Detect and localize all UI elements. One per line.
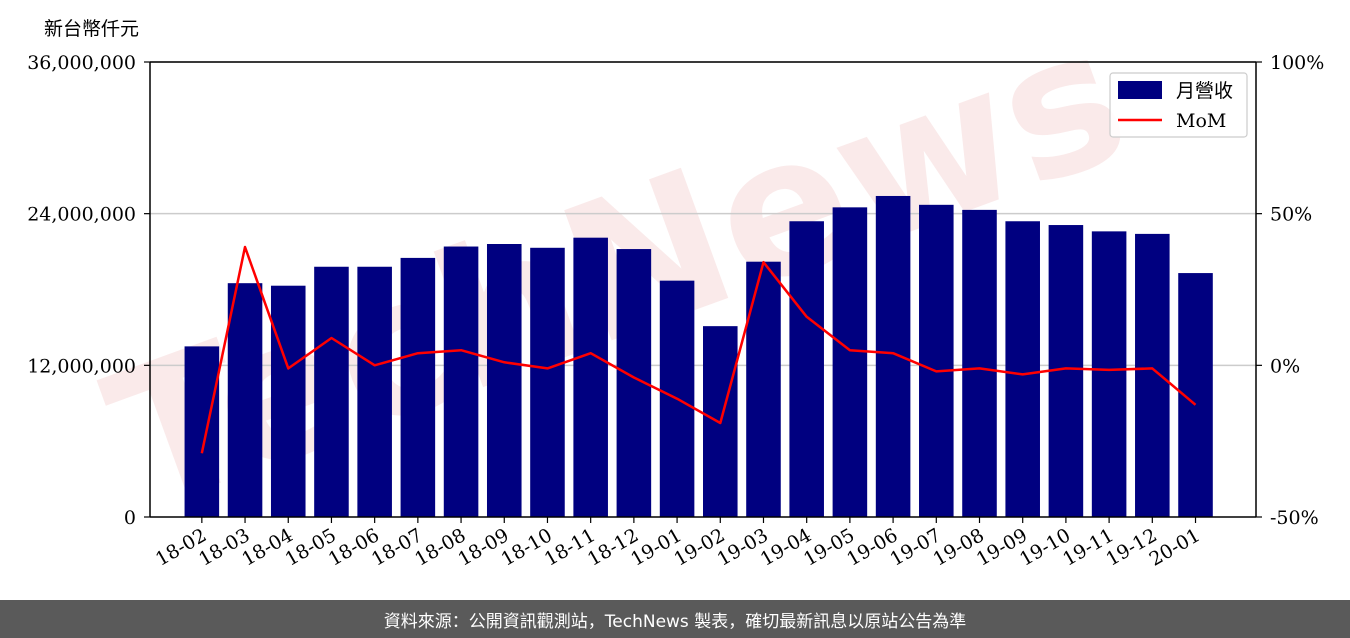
revenue-bar: [400, 257, 436, 517]
footer-text: 資料來源：公開資訊觀測站，TechNews 製表，確切最新訊息以原站公告為準: [383, 611, 967, 632]
revenue-bar: [789, 221, 824, 517]
legend-swatch-revenue: [1118, 81, 1162, 99]
revenue-bar: [227, 283, 263, 517]
revenue-bar: [573, 237, 608, 518]
right-tick-label: 100%: [1270, 52, 1324, 74]
revenue-bar: [184, 346, 220, 517]
legend-label-revenue: 月營收: [1176, 80, 1233, 102]
right-tick-label: 0%: [1270, 355, 1300, 377]
revenue-bar: [832, 207, 868, 517]
revenue-bar: [875, 195, 911, 517]
legend-label-mom: MoM: [1176, 110, 1226, 132]
revenue-bar: [1005, 221, 1040, 517]
left-tick-label: 24,000,000: [27, 204, 136, 226]
legend: 月營收 MoM: [1109, 72, 1248, 138]
revenue-chart: TechNews 012,000,00024,000,00036,000,000…: [27, 0, 1324, 571]
left-tick-label: 0: [124, 507, 136, 529]
revenue-bar: [443, 246, 479, 517]
axes: 0 12,000,000 24,000,000 36,000,000 -50% 0% 50%…: [27, 52, 1324, 571]
revenue-bar: [314, 266, 349, 517]
revenue-bar: [962, 209, 997, 517]
revenue-bar: [1091, 231, 1127, 517]
right-tick-label: -50%: [1270, 507, 1319, 529]
revenue-bar: [270, 285, 306, 517]
mom-line-series: [200, 245, 1197, 454]
x-tick-label: 20-01: [1146, 524, 1204, 570]
left-tick-label: 12,000,000: [27, 355, 136, 377]
revenue-bar: [746, 261, 781, 517]
left-tick-label: 36,000,000: [27, 52, 136, 74]
y-axis-unit-label: 新台幣仟元: [44, 18, 140, 40]
revenue-bar: [357, 266, 392, 517]
revenue-bar: [486, 244, 522, 517]
revenue-bar: [1135, 233, 1170, 517]
source-footer: 資料來源：公開資訊觀測站，TechNews 製表，確切最新訊息以原站公告為準: [0, 600, 1350, 638]
revenue-bar: [530, 247, 565, 517]
mom-line: [200, 245, 1197, 454]
right-tick-label: 50%: [1270, 204, 1312, 226]
revenue-bar: [919, 204, 954, 517]
